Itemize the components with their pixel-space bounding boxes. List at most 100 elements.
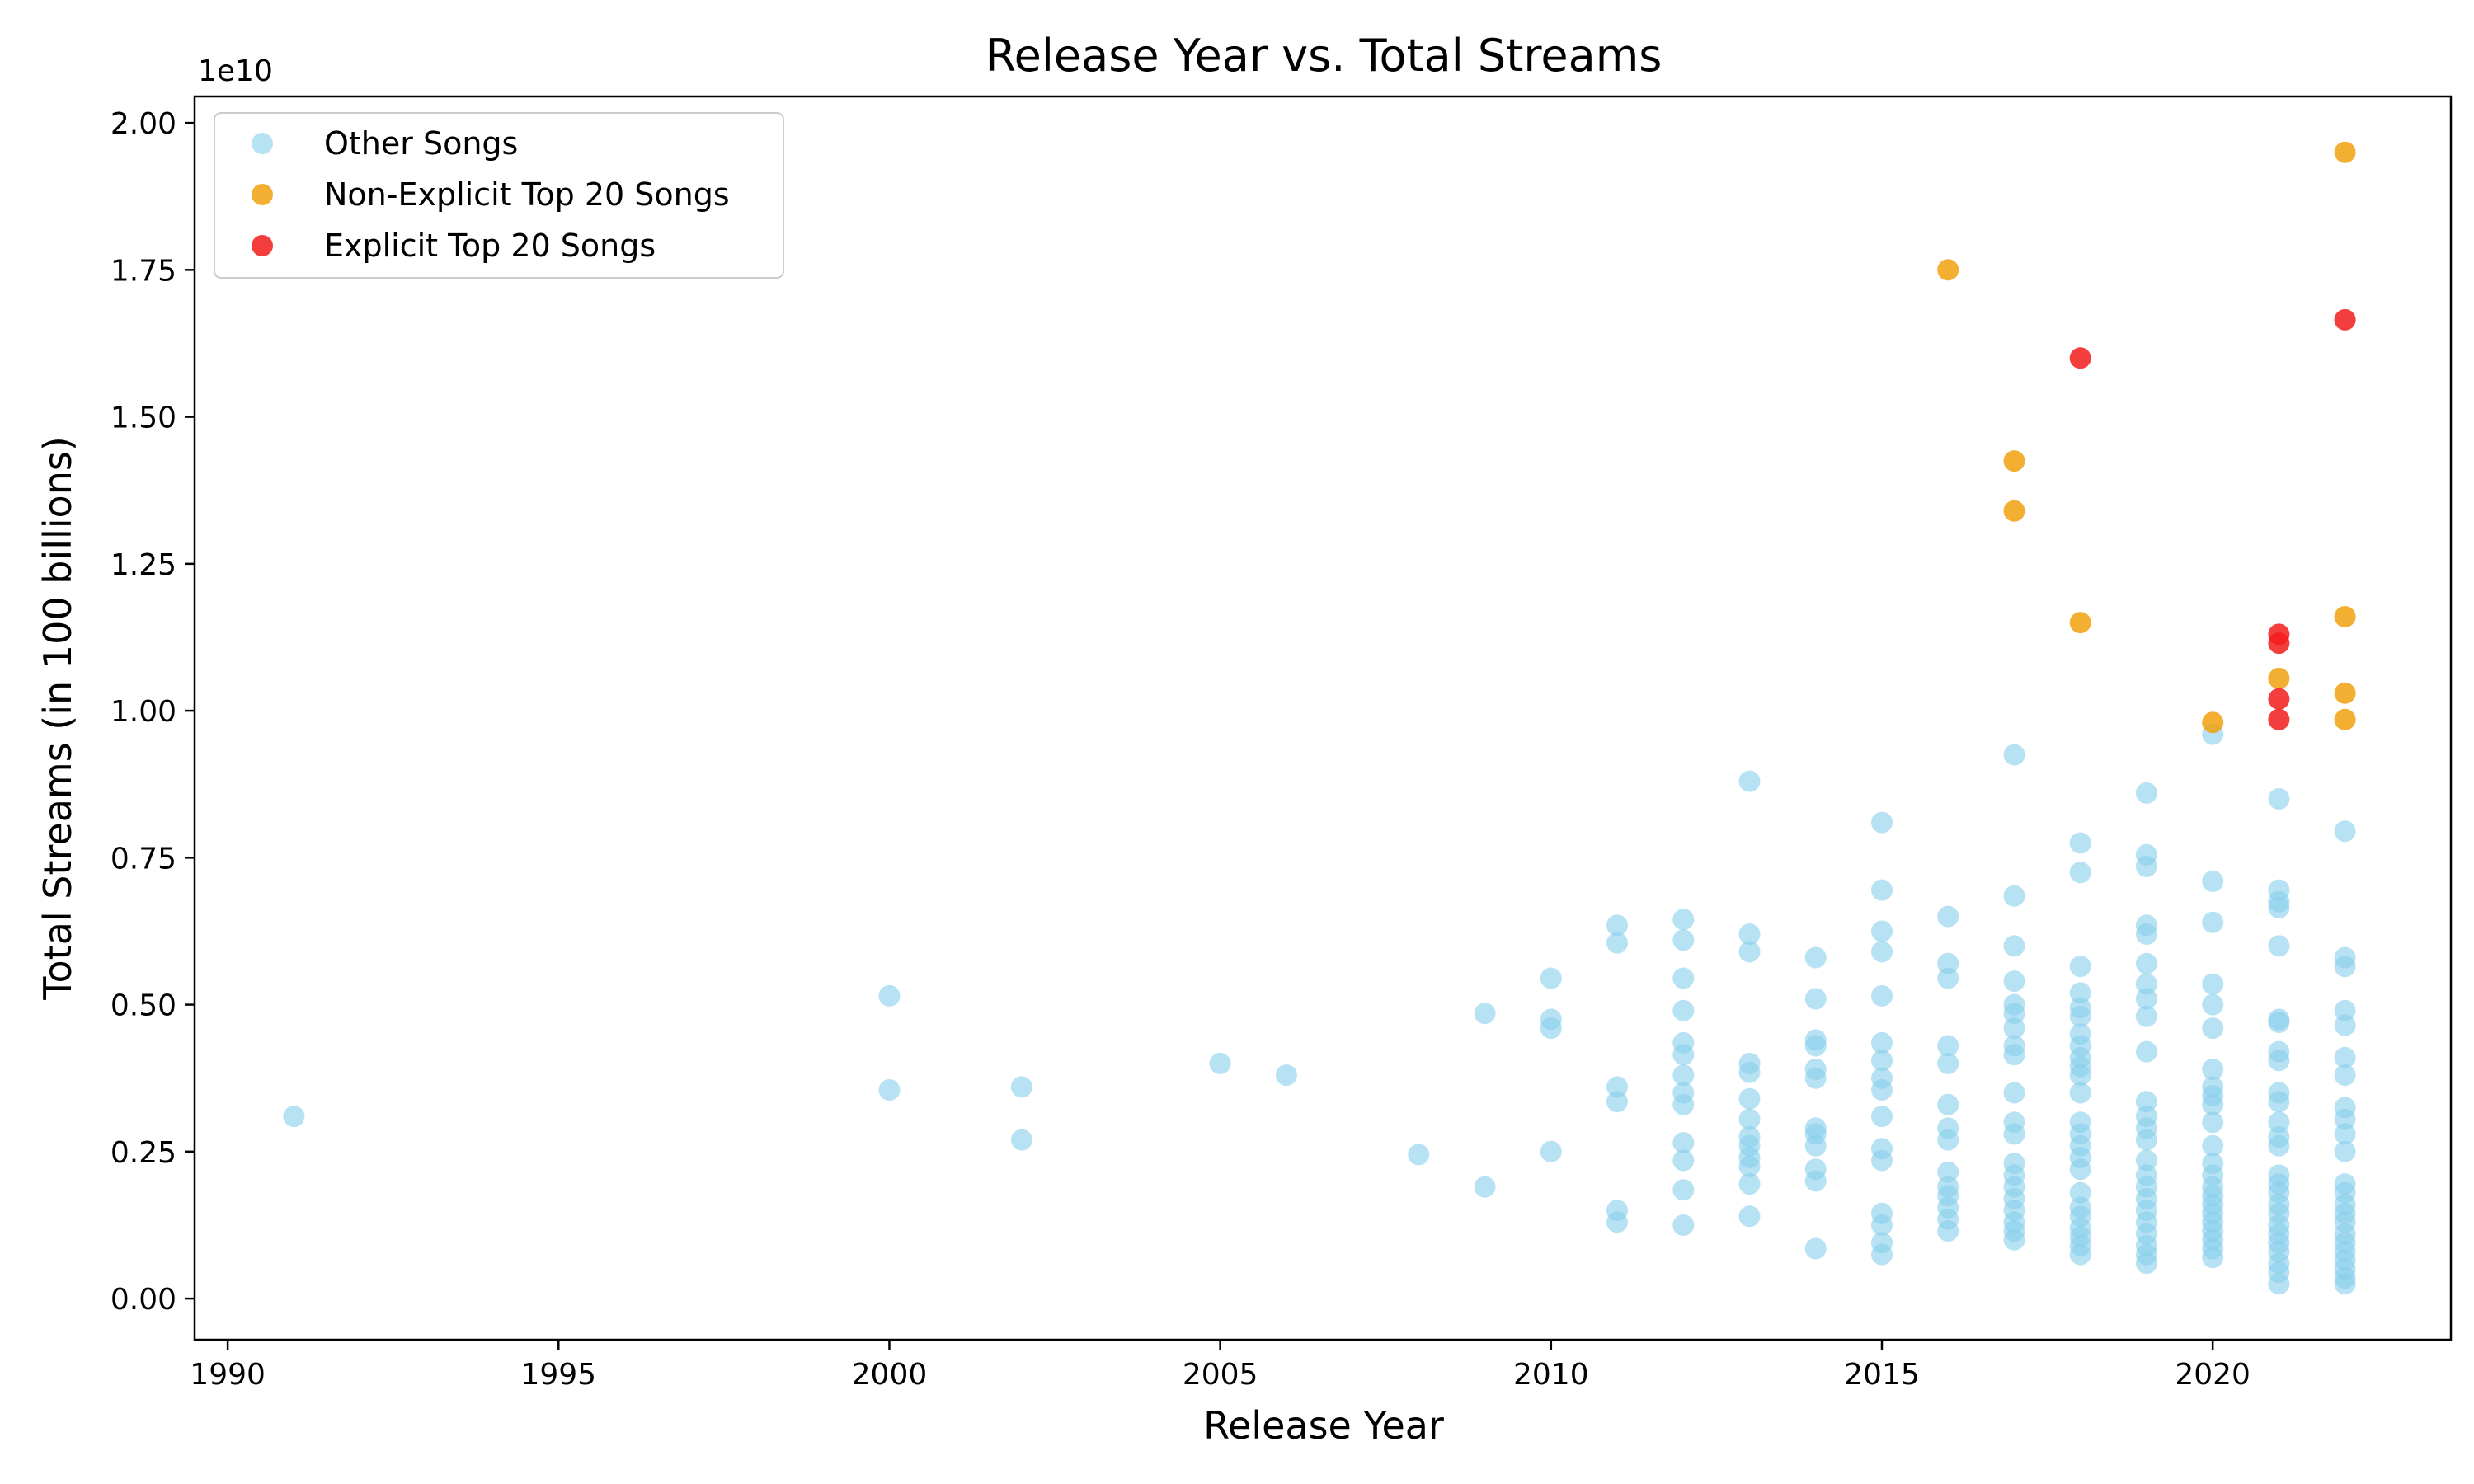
y-tick-label-7: 1.75 <box>111 254 176 288</box>
point-series-1-5 <box>2268 667 2290 689</box>
point-series-0-179 <box>2268 788 2290 810</box>
point-series-0-64 <box>1871 1050 1893 1072</box>
point-series-0-157 <box>2202 870 2224 892</box>
y-tick-label-4: 1.00 <box>111 695 176 729</box>
y-tick-label-5: 1.25 <box>111 548 176 582</box>
point-series-0-96 <box>2003 1044 2025 1066</box>
point-series-1-4 <box>2202 711 2224 734</box>
point-series-0-190 <box>2268 1111 2290 1134</box>
point-series-0-63 <box>1871 1031 1893 1054</box>
point-series-0-37 <box>1738 1061 1761 1083</box>
point-series-0-29 <box>1672 1132 1695 1154</box>
point-series-0-62 <box>1871 984 1893 1007</box>
point-series-0-0 <box>283 1106 305 1128</box>
point-series-0-97 <box>2003 1082 2025 1104</box>
plot-frame <box>193 95 2453 1341</box>
y-offset-text: 1e10 <box>198 54 273 88</box>
point-series-0-88 <box>2003 744 2025 766</box>
point-series-2-2 <box>2268 632 2290 655</box>
point-series-1-7 <box>2334 606 2356 627</box>
point-series-0-75 <box>1937 952 1959 974</box>
point-series-1-1 <box>2003 450 2025 472</box>
point-series-0-2 <box>878 1079 901 1101</box>
x-tick-label-0: 1990 <box>190 1358 266 1392</box>
point-series-0-15 <box>1606 932 1628 954</box>
point-series-0-89 <box>2003 885 2025 907</box>
point-series-0-110 <box>2069 956 2091 978</box>
point-series-0-35 <box>1738 941 1761 963</box>
point-series-2-5 <box>2334 308 2356 331</box>
point-series-0-161 <box>2202 1017 2224 1040</box>
point-series-0-118 <box>2069 1064 2091 1087</box>
point-series-0-160 <box>2202 993 2224 1016</box>
point-series-0-141 <box>2135 1040 2157 1063</box>
point-series-1-6 <box>2334 141 2356 163</box>
point-series-0-215 <box>2334 1140 2356 1162</box>
point-series-0-76 <box>1937 967 1959 989</box>
point-series-1-9 <box>2334 708 2356 730</box>
point-series-0-79 <box>1937 1093 1959 1115</box>
point-series-0-39 <box>1738 1108 1761 1130</box>
point-series-0-77 <box>1937 1035 1959 1057</box>
x-tick-label-1: 1995 <box>520 1358 596 1392</box>
point-series-0-74 <box>1937 905 1959 928</box>
point-series-0-205 <box>2334 820 2356 843</box>
point-series-0-12 <box>1540 1017 1562 1040</box>
point-series-0-16 <box>1606 1076 1628 1098</box>
point-series-0-47 <box>1804 988 1827 1010</box>
y-tick-label-3: 0.75 <box>111 842 176 876</box>
point-series-0-138 <box>2135 973 2157 995</box>
point-series-0-51 <box>1804 1067 1827 1089</box>
point-series-0-5 <box>1209 1052 1231 1074</box>
point-series-0-165 <box>2202 1093 2224 1115</box>
point-series-0-17 <box>1606 1091 1628 1113</box>
point-series-0-33 <box>1738 770 1761 792</box>
point-series-0-13 <box>1540 1140 1562 1162</box>
x-tick-label-2: 2000 <box>852 1358 928 1392</box>
point-series-0-124 <box>2069 1158 2091 1181</box>
point-series-0-20 <box>1672 909 1695 931</box>
point-series-0-56 <box>1804 1170 1827 1192</box>
point-series-0-8 <box>1474 1003 1496 1025</box>
point-series-0-82 <box>1937 1161 1959 1183</box>
point-series-0-7 <box>1408 1144 1430 1166</box>
point-series-0-210 <box>2334 1046 2356 1068</box>
point-series-0-119 <box>2069 1082 2091 1104</box>
point-series-0-159 <box>2202 973 2224 995</box>
point-series-0-66 <box>1871 1079 1893 1101</box>
point-series-0-136 <box>2135 923 2157 945</box>
point-series-0-208 <box>2334 999 2356 1021</box>
point-series-0-26 <box>1672 1064 1695 1087</box>
point-series-1-0 <box>1937 259 1959 281</box>
point-series-0-3 <box>1010 1076 1032 1098</box>
point-series-0-107 <box>2003 1228 2025 1251</box>
x-tick-label-6: 2020 <box>2175 1358 2251 1392</box>
x-axis-label: Release Year <box>1203 1403 1444 1448</box>
point-series-0-43 <box>1738 1155 1761 1177</box>
point-series-0-132 <box>2135 782 2157 804</box>
point-series-0-166 <box>2202 1111 2224 1134</box>
point-series-0-178 <box>2202 1247 2224 1269</box>
point-series-0-185 <box>2268 1012 2290 1033</box>
point-series-0-214 <box>2334 1123 2356 1145</box>
point-series-0-61 <box>1871 941 1893 963</box>
chart-title: Release Year vs. Total Streams <box>985 30 1663 82</box>
point-series-0-4 <box>1010 1129 1032 1151</box>
point-series-0-94 <box>2003 1017 2025 1040</box>
point-series-0-31 <box>1672 1179 1695 1201</box>
point-series-0-30 <box>1672 1149 1695 1172</box>
legend-box <box>214 112 784 279</box>
point-series-0-59 <box>1871 879 1893 901</box>
point-series-0-183 <box>2268 935 2290 957</box>
point-series-0-34 <box>1738 923 1761 945</box>
point-series-0-167 <box>2202 1134 2224 1157</box>
legend-label-2: Explicit Top 20 Songs <box>324 228 656 264</box>
x-tick-label-3: 2005 <box>1183 1358 1258 1392</box>
point-series-2-3 <box>2268 688 2290 710</box>
point-series-0-28 <box>1672 1093 1695 1115</box>
legend-marker-2 <box>252 235 273 256</box>
point-series-0-211 <box>2334 1064 2356 1087</box>
point-series-0-45 <box>1738 1205 1761 1228</box>
point-series-0-1 <box>878 984 901 1007</box>
